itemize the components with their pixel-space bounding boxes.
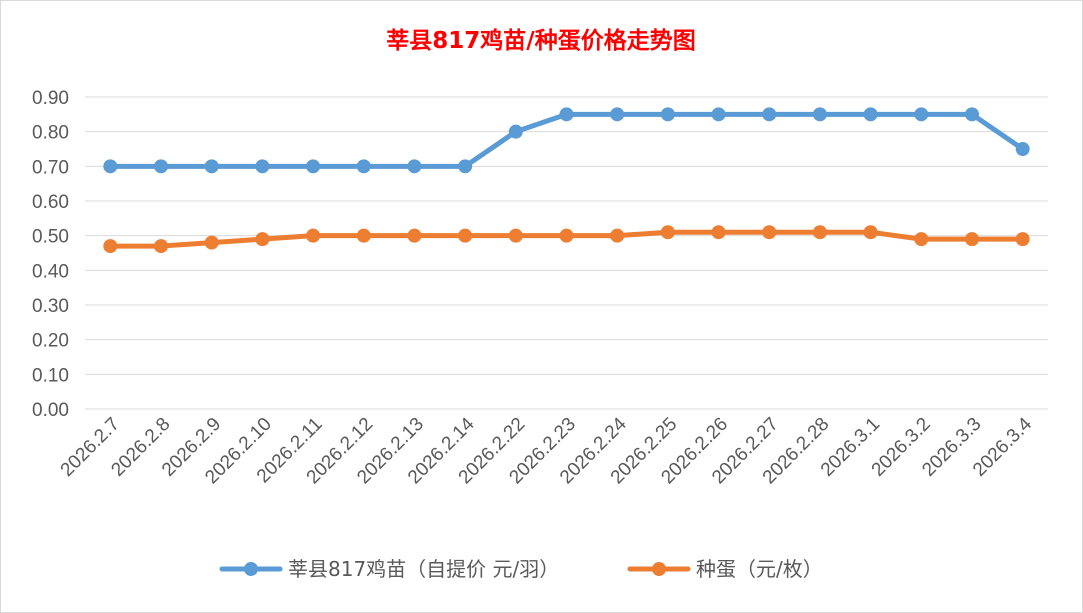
- data-point: [812, 225, 827, 240]
- y-tick-label: 0.20: [32, 331, 69, 352]
- data-point: [559, 107, 574, 122]
- y-tick-label: 0.90: [32, 88, 69, 109]
- data-point: [863, 225, 878, 240]
- data-point: [204, 235, 219, 250]
- y-axis-ticks: 0.00 0.10 0.20 0.30 0.40 0.50 0.60 0.70 0.80 0.90: [32, 88, 69, 421]
- data-point: [508, 124, 523, 139]
- y-tick-label: 0.00: [32, 400, 69, 421]
- data-point: [255, 232, 270, 247]
- data-point: [306, 159, 321, 174]
- data-point: [255, 159, 270, 174]
- data-point: [407, 228, 422, 243]
- gridlines: [85, 96, 1048, 410]
- data-point: [356, 159, 371, 174]
- data-point: [863, 107, 878, 122]
- data-point: [762, 107, 777, 122]
- series-line-0: [107, 111, 1026, 169]
- legend-label: 种蛋（元/枚）: [696, 557, 823, 581]
- x-axis-ticks: 2026.2.72026.2.82026.2.92026.2.102026.2.…: [57, 413, 1037, 488]
- data-point: [306, 228, 321, 243]
- data-point: [964, 107, 979, 122]
- y-tick-label: 0.10: [32, 365, 69, 386]
- data-point: [762, 225, 777, 240]
- data-point: [812, 107, 827, 122]
- data-point: [610, 107, 625, 122]
- y-tick-label: 0.80: [32, 123, 69, 144]
- data-point: [508, 228, 523, 243]
- data-point: [458, 228, 473, 243]
- y-tick-label: 0.70: [32, 157, 69, 178]
- data-point: [1015, 142, 1030, 156]
- y-tick-label: 0.40: [32, 261, 69, 282]
- legend-swatch-marker: [652, 562, 666, 576]
- data-point: [407, 159, 422, 174]
- data-point: [711, 225, 726, 240]
- data-point: [1015, 232, 1030, 247]
- series-lines: [103, 107, 1030, 254]
- data-point: [711, 107, 726, 122]
- data-point: [204, 159, 219, 174]
- data-point: [660, 225, 675, 240]
- data-point: [964, 232, 979, 247]
- data-point: [356, 228, 371, 243]
- data-point: [458, 159, 473, 174]
- data-point: [610, 228, 625, 243]
- legend-label: 莘县817鸡苗（自提价 元/羽）: [288, 557, 559, 581]
- data-point: [103, 239, 118, 254]
- data-point: [660, 107, 675, 122]
- legend: 莘县817鸡苗（自提价 元/羽） 种蛋（元/枚）: [219, 557, 823, 581]
- data-point: [914, 232, 929, 247]
- data-point: [154, 239, 169, 254]
- y-tick-label: 0.50: [32, 227, 69, 248]
- data-point: [103, 159, 118, 174]
- data-point: [559, 228, 574, 243]
- y-tick-label: 0.60: [32, 192, 69, 213]
- chart-title: 莘县817鸡苗/种蛋价格走势图: [386, 27, 695, 54]
- data-point: [154, 159, 169, 174]
- data-point: [914, 107, 929, 122]
- legend-swatch-marker: [244, 562, 258, 576]
- y-tick-label: 0.30: [32, 296, 69, 317]
